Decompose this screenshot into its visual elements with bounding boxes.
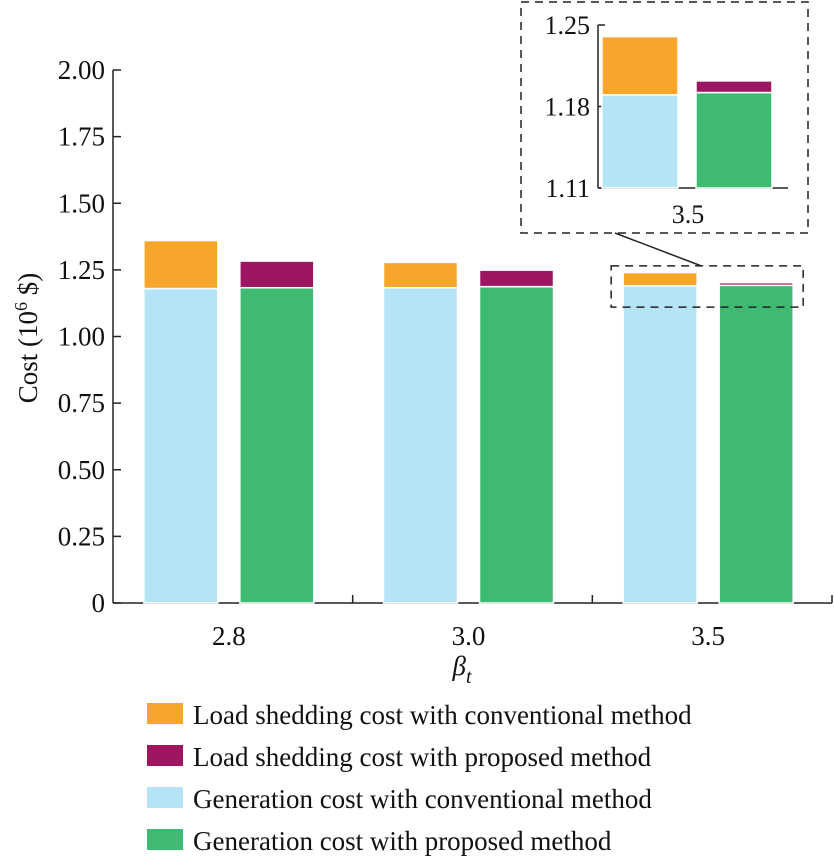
- inset-y-tick-label: 1.18: [545, 93, 591, 122]
- legend-swatch: [147, 703, 183, 724]
- y-tick-label: 2.00: [58, 55, 105, 85]
- legend-swatch: [147, 745, 183, 766]
- bar-generation-proposed: [478, 285, 555, 604]
- main-plot-area: 0 0.25 0.50 0.75 1.00 1.25 1.50 1.75 2.00 2.8 3.0 3…: [58, 55, 833, 651]
- inset-x-tick-label: 3.5: [672, 200, 705, 229]
- x-tick-label: 3.0: [452, 621, 486, 651]
- legend-swatch: [147, 787, 183, 808]
- inset-bar-generation-proposed: [695, 91, 773, 189]
- axis-titles: Cost (106 $) βt: [11, 273, 472, 688]
- bar-generation-conventional: [143, 287, 219, 604]
- bar-generation-proposed: [239, 286, 315, 604]
- y-tick-label: 0: [92, 588, 106, 618]
- legend-label: Load shedding cost with proposed method: [193, 742, 652, 772]
- inset-connector-line: [614, 232, 702, 267]
- zoom-region-box: [610, 265, 804, 308]
- bar-load-shedding-proposed: [478, 269, 555, 288]
- legend: Load shedding cost with conventional met…: [147, 700, 692, 856]
- legend-label: Generation cost with proposed method: [193, 826, 612, 856]
- bar-load-shedding-conventional: [382, 261, 459, 289]
- bar-load-shedding-conventional: [143, 239, 219, 290]
- legend-label: Load shedding cost with conventional met…: [193, 700, 692, 730]
- y-tick-label: 0.25: [58, 521, 105, 551]
- legend-label: Generation cost with conventional method: [193, 784, 652, 814]
- y-axis-title: Cost (106 $): [11, 273, 43, 404]
- legend-swatch: [147, 829, 183, 850]
- bar-load-shedding-proposed: [239, 260, 315, 289]
- y-tick-label: 1.25: [58, 255, 105, 285]
- inset-y-tick-label: 1.11: [545, 174, 590, 203]
- inset-y-tick-label: 1.25: [545, 11, 591, 40]
- y-tick-label: 1.75: [58, 122, 105, 152]
- inset-zoom-plot: 1.11 1.18 1.25 3.5: [520, 1, 809, 267]
- y-tick-label: 1.50: [58, 188, 105, 218]
- bar-generation-conventional: [622, 285, 698, 604]
- bar-generation-proposed: [718, 284, 794, 604]
- bar-load-shedding-proposed: [718, 281, 794, 287]
- x-tick-label: 3.5: [691, 621, 725, 651]
- x-tick-label: 2.8: [212, 621, 246, 651]
- inset-bar-load-shedding-proposed: [695, 80, 773, 94]
- y-tick-label: 0.50: [58, 455, 105, 485]
- inset-bar-generation-conventional: [601, 94, 679, 189]
- bar-generation-conventional: [382, 286, 459, 604]
- y-tick-label: 0.75: [58, 388, 105, 418]
- inset-bar-load-shedding-conventional: [601, 35, 679, 96]
- bar-load-shedding-conventional: [622, 271, 698, 287]
- x-axis-title: βt: [451, 651, 471, 688]
- y-tick-label: 1.00: [58, 322, 105, 352]
